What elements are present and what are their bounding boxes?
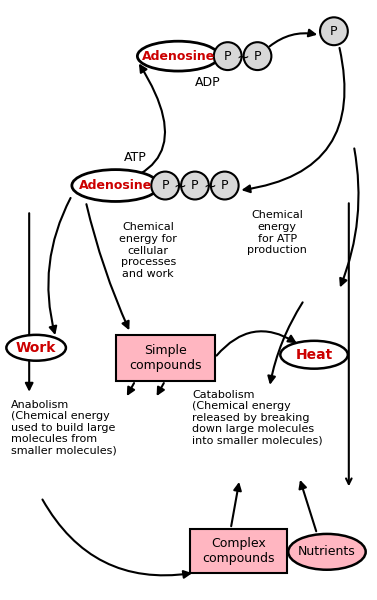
Text: P: P xyxy=(330,25,338,38)
Text: P: P xyxy=(254,50,261,62)
Circle shape xyxy=(320,17,348,45)
FancyArrowPatch shape xyxy=(300,482,316,531)
FancyArrowPatch shape xyxy=(244,48,345,192)
Text: ATP: ATP xyxy=(124,151,147,164)
Text: ~: ~ xyxy=(174,179,187,194)
FancyArrowPatch shape xyxy=(86,204,129,328)
Text: ~: ~ xyxy=(236,50,249,65)
Ellipse shape xyxy=(72,170,159,202)
FancyArrowPatch shape xyxy=(231,484,241,526)
Text: ~: ~ xyxy=(204,179,216,194)
Text: Anabolism
(Chemical energy
used to build large
molecules from
smaller molecules): Anabolism (Chemical energy used to build… xyxy=(11,400,117,456)
Text: P: P xyxy=(224,50,231,62)
FancyArrowPatch shape xyxy=(158,383,164,394)
Ellipse shape xyxy=(6,335,66,361)
Ellipse shape xyxy=(280,341,348,368)
FancyArrowPatch shape xyxy=(75,65,165,190)
Ellipse shape xyxy=(288,534,366,570)
Text: Catabolism
(Chemical energy
released by breaking
down large molecules
into small: Catabolism (Chemical energy released by … xyxy=(192,389,323,446)
Circle shape xyxy=(244,42,271,70)
Text: Chemical
energy
for ATP
production: Chemical energy for ATP production xyxy=(247,211,307,255)
Circle shape xyxy=(211,172,239,199)
Text: Adenosine: Adenosine xyxy=(141,50,215,62)
Text: Work: Work xyxy=(16,341,56,355)
FancyArrowPatch shape xyxy=(128,383,134,394)
Circle shape xyxy=(181,172,209,199)
Circle shape xyxy=(151,172,179,199)
FancyArrowPatch shape xyxy=(268,302,303,383)
FancyArrowPatch shape xyxy=(340,148,359,286)
FancyArrowPatch shape xyxy=(346,203,352,484)
Text: P: P xyxy=(161,179,169,192)
Circle shape xyxy=(214,42,242,70)
Text: Complex
compounds: Complex compounds xyxy=(202,537,275,565)
Text: Chemical
energy for
cellular
processes
and work: Chemical energy for cellular processes a… xyxy=(120,223,177,279)
FancyBboxPatch shape xyxy=(190,529,287,573)
Text: Simple
compounds: Simple compounds xyxy=(129,344,201,372)
Ellipse shape xyxy=(137,41,219,71)
Text: P: P xyxy=(221,179,228,192)
Text: P: P xyxy=(191,179,199,192)
Text: Heat: Heat xyxy=(296,348,333,362)
FancyArrowPatch shape xyxy=(48,198,70,333)
FancyArrowPatch shape xyxy=(270,30,315,46)
Text: Adenosine: Adenosine xyxy=(79,179,152,192)
FancyArrowPatch shape xyxy=(217,331,295,356)
Text: ADP: ADP xyxy=(195,76,221,89)
FancyBboxPatch shape xyxy=(115,335,215,380)
Text: Nutrients: Nutrients xyxy=(298,545,356,559)
FancyArrowPatch shape xyxy=(26,213,32,389)
FancyArrowPatch shape xyxy=(43,500,190,578)
